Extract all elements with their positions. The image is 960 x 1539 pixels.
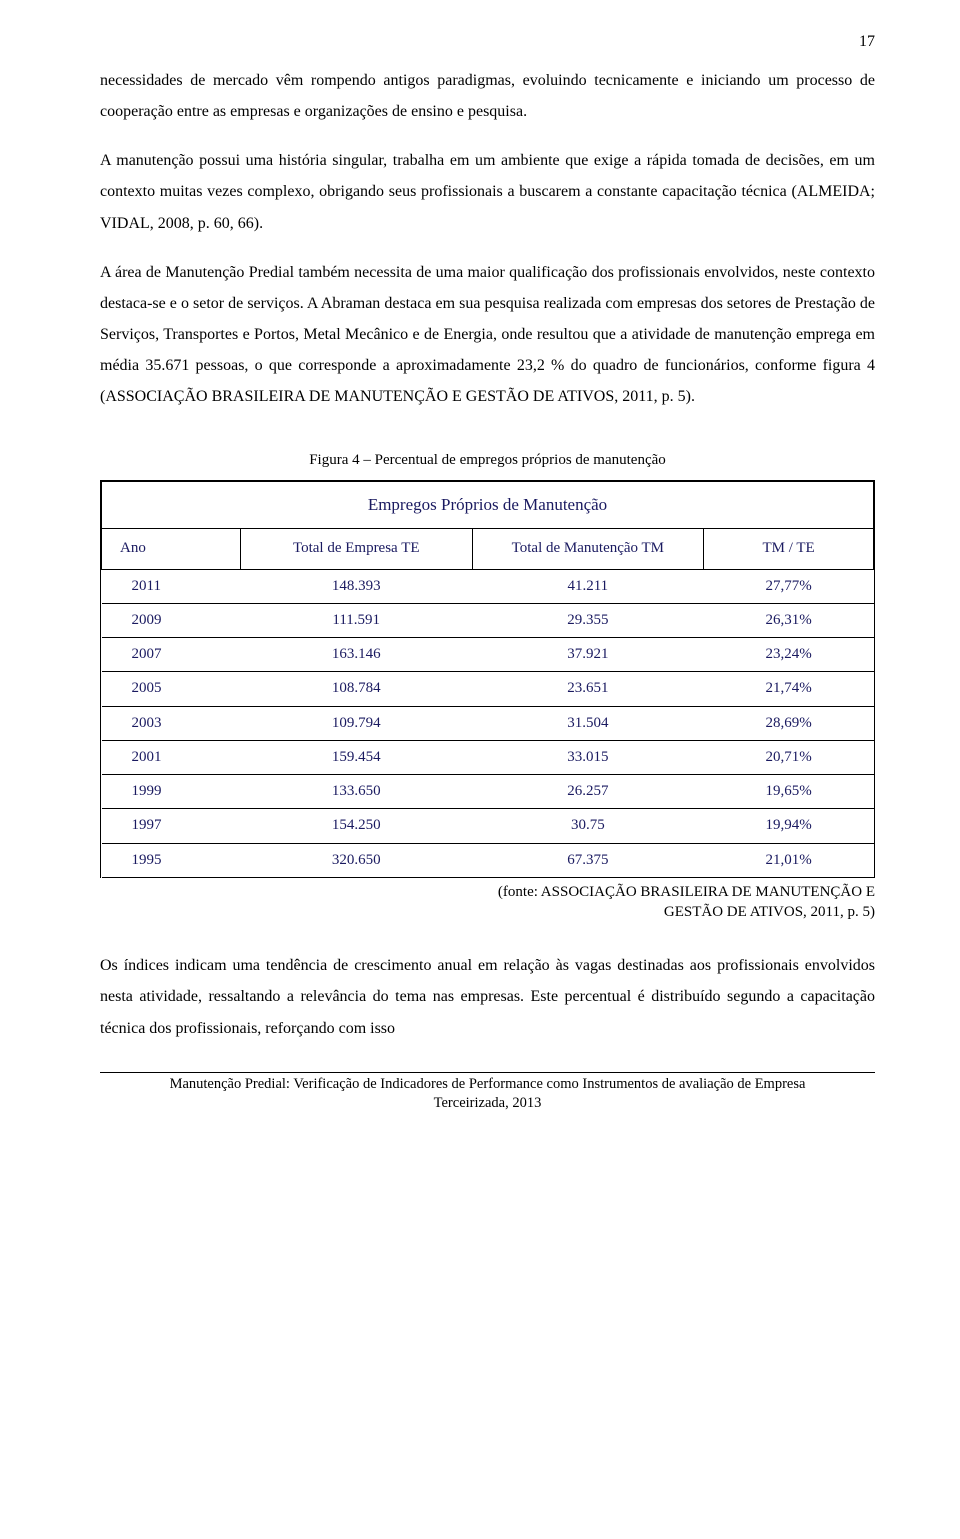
cell-ratio: 26,31% xyxy=(704,603,874,637)
cell-ratio: 21,01% xyxy=(704,843,874,877)
cell-tm: 33.015 xyxy=(472,740,704,774)
cell-tm: 37.921 xyxy=(472,638,704,672)
cell-tm: 29.355 xyxy=(472,603,704,637)
figure-source-line1: (fonte: ASSOCIAÇÃO BRASILEIRA DE MANUTEN… xyxy=(498,884,875,900)
cell-year: 2007 xyxy=(102,638,241,672)
cell-te: 159.454 xyxy=(240,740,472,774)
cell-tm: 41.211 xyxy=(472,569,704,603)
cell-ratio: 20,71% xyxy=(704,740,874,774)
figure-source: (fonte: ASSOCIAÇÃO BRASILEIRA DE MANUTEN… xyxy=(100,882,875,923)
paragraph-3: A área de Manutenção Predial também nece… xyxy=(100,257,875,413)
cell-year: 1997 xyxy=(102,809,241,843)
cell-year: 2005 xyxy=(102,672,241,706)
col-header-ratio: TM / TE xyxy=(704,529,874,569)
col-header-te: Total de Empresa TE xyxy=(240,529,472,569)
footer-line1: Manutenção Predial: Verificação de Indic… xyxy=(170,1076,806,1092)
cell-tm: 23.651 xyxy=(472,672,704,706)
paragraph-2: A manutenção possui uma história singula… xyxy=(100,145,875,239)
figure-table-wrapper: Empregos Próprios de Manutenção Ano Tota… xyxy=(100,480,875,878)
cell-ratio: 19,94% xyxy=(704,809,874,843)
figure-caption: Figura 4 – Percentual de empregos própri… xyxy=(100,449,875,472)
cell-year: 1999 xyxy=(102,775,241,809)
footer-line2: Terceirizada, 2013 xyxy=(434,1095,542,1111)
table-row: 2011 148.393 41.211 27,77% xyxy=(102,569,874,603)
cell-year: 1995 xyxy=(102,843,241,877)
table-row: 1999 133.650 26.257 19,65% xyxy=(102,775,874,809)
paragraph-1: necessidades de mercado vêm rompendo ant… xyxy=(100,65,875,127)
cell-te: 133.650 xyxy=(240,775,472,809)
table-row: 1995 320.650 67.375 21,01% xyxy=(102,843,874,877)
col-header-year: Ano xyxy=(102,529,241,569)
cell-tm: 30.75 xyxy=(472,809,704,843)
cell-te: 148.393 xyxy=(240,569,472,603)
cell-tm: 31.504 xyxy=(472,706,704,740)
table-row: 1997 154.250 30.75 19,94% xyxy=(102,809,874,843)
cell-te: 320.650 xyxy=(240,843,472,877)
col-header-tm: Total de Manutenção TM xyxy=(472,529,704,569)
cell-ratio: 28,69% xyxy=(704,706,874,740)
table-row: 2005 108.784 23.651 21,74% xyxy=(102,672,874,706)
page-footer: Manutenção Predial: Verificação de Indic… xyxy=(100,1075,875,1113)
table-title: Empregos Próprios de Manutenção xyxy=(102,481,874,528)
page-number: 17 xyxy=(100,30,875,55)
table-header-row: Ano Total de Empresa TE Total de Manuten… xyxy=(102,529,874,569)
cell-te: 108.784 xyxy=(240,672,472,706)
cell-te: 109.794 xyxy=(240,706,472,740)
cell-ratio: 27,77% xyxy=(704,569,874,603)
table-row: 2007 163.146 37.921 23,24% xyxy=(102,638,874,672)
table-row: 2003 109.794 31.504 28,69% xyxy=(102,706,874,740)
table-row: 2009 111.591 29.355 26,31% xyxy=(102,603,874,637)
paragraph-4: Os índices indicam uma tendência de cres… xyxy=(100,950,875,1044)
cell-year: 2009 xyxy=(102,603,241,637)
cell-year: 2003 xyxy=(102,706,241,740)
cell-te: 154.250 xyxy=(240,809,472,843)
cell-ratio: 21,74% xyxy=(704,672,874,706)
cell-year: 2011 xyxy=(102,569,241,603)
footer-separator xyxy=(100,1072,875,1073)
table-title-row: Empregos Próprios de Manutenção xyxy=(102,481,874,528)
cell-ratio: 19,65% xyxy=(704,775,874,809)
cell-te: 163.146 xyxy=(240,638,472,672)
employment-table: Empregos Próprios de Manutenção Ano Tota… xyxy=(101,481,874,878)
figure-source-line2: GESTÃO DE ATIVOS, 2011, p. 5) xyxy=(664,904,875,920)
table-row: 2001 159.454 33.015 20,71% xyxy=(102,740,874,774)
cell-te: 111.591 xyxy=(240,603,472,637)
cell-year: 2001 xyxy=(102,740,241,774)
cell-tm: 26.257 xyxy=(472,775,704,809)
cell-ratio: 23,24% xyxy=(704,638,874,672)
cell-tm: 67.375 xyxy=(472,843,704,877)
